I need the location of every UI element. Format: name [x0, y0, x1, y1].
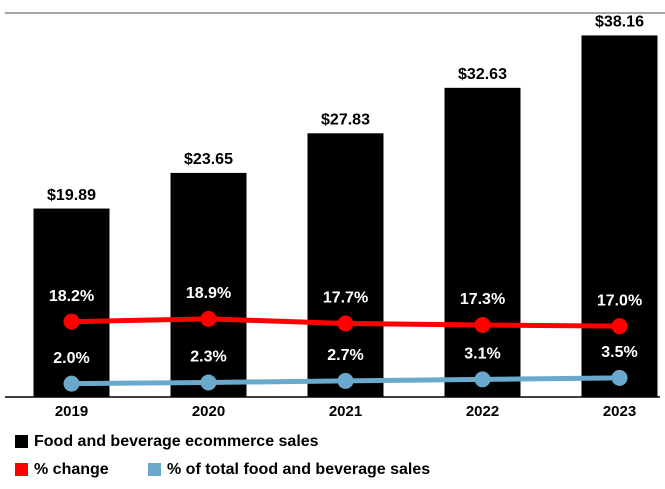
line-point: [474, 371, 491, 388]
line-point: [337, 315, 354, 332]
bar-value-label: $23.65: [184, 151, 233, 168]
line-point: [200, 310, 217, 327]
line-value-label: 17.3%: [460, 291, 505, 308]
bar-value-label: $27.83: [321, 112, 370, 129]
x-tick-label: 2022: [466, 403, 499, 420]
bar-value-label: $38.16: [595, 14, 644, 31]
bar: [307, 133, 384, 398]
line-point: [611, 318, 628, 335]
line-value-label: 17.0%: [597, 292, 642, 309]
bar-value-label: $19.89: [47, 187, 96, 204]
legend-label: Food and beverage ecommerce sales: [34, 433, 319, 450]
line-point: [611, 369, 628, 386]
line-point: [337, 372, 354, 389]
bar: [33, 208, 110, 397]
bar: [170, 172, 247, 397]
x-tick-label: 2020: [192, 403, 225, 420]
line-point: [200, 374, 217, 391]
legend-label: % of total food and beverage sales: [167, 461, 430, 478]
line-value-label: 17.7%: [323, 290, 368, 307]
line-value-label: 2.3%: [190, 349, 226, 366]
bar: [581, 35, 658, 398]
line-value-label: 18.9%: [186, 285, 231, 302]
line-value-label: 18.2%: [49, 288, 94, 305]
line-value-label: 3.1%: [464, 346, 500, 363]
x-tick-label: 2023: [603, 403, 636, 420]
legend-swatch: [148, 463, 161, 476]
x-tick-label: 2021: [329, 403, 362, 420]
line-point: [63, 375, 80, 392]
line-value-label: 3.5%: [601, 344, 637, 361]
legend-label: % change: [34, 461, 109, 478]
line-value-label: 2.0%: [53, 350, 89, 367]
line-value-label: 2.7%: [327, 347, 363, 364]
bar: [444, 87, 521, 397]
legend-swatch: [15, 463, 28, 476]
line-point: [63, 313, 80, 330]
x-tick-label: 2019: [55, 403, 88, 420]
line-point: [474, 317, 491, 334]
bar-value-label: $32.63: [458, 66, 507, 83]
legend-swatch: [15, 435, 28, 448]
